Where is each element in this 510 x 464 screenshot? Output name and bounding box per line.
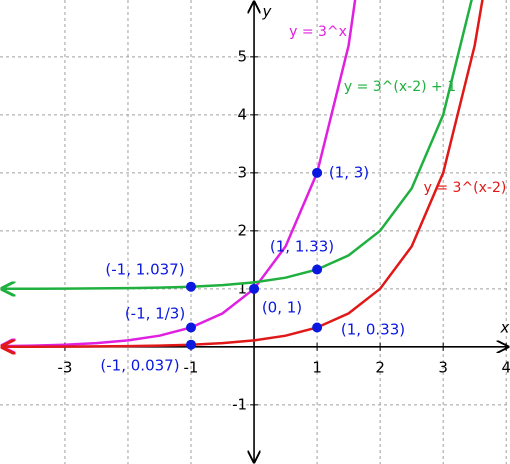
- point-label: (1, 3): [329, 164, 369, 182]
- x-tick-label: 2: [375, 358, 385, 376]
- point-label: (0, 1): [262, 299, 302, 317]
- point: [249, 283, 260, 294]
- x-tick-label: 3: [438, 358, 448, 376]
- y-axis-label: y: [262, 3, 273, 21]
- legend-label: y = 3^(x-2) + 1: [344, 79, 456, 95]
- point: [312, 167, 323, 178]
- legend-label: y = 3^x: [289, 24, 347, 40]
- point-label: (1, 1.33): [270, 238, 334, 256]
- x-tick-label: 4: [501, 358, 510, 376]
- y-tick-label: -1: [232, 395, 247, 413]
- y-tick-label: 3: [238, 163, 248, 181]
- x-axis-label: x: [500, 319, 510, 337]
- legend-label: y = 3^(x-2): [424, 180, 507, 196]
- point: [312, 264, 323, 275]
- point: [312, 322, 323, 333]
- y-tick-label: 5: [238, 47, 248, 65]
- x-tick-label: -1: [184, 358, 199, 376]
- point: [186, 281, 197, 292]
- point-label: (-1, 1/3): [125, 305, 185, 323]
- x-tick-label: 1: [312, 358, 322, 376]
- point-label: (-1, 1.037): [105, 261, 184, 279]
- curve: [2, 0, 484, 347]
- point: [186, 339, 197, 350]
- point: [186, 322, 197, 333]
- y-tick-label: 4: [238, 105, 248, 123]
- y-tick-label: 1: [238, 279, 248, 297]
- point-label: (1, 0.33): [341, 321, 405, 339]
- point-label: (-1, 0.037): [100, 357, 179, 375]
- curve: [2, 0, 473, 289]
- y-tick-label: 2: [238, 221, 248, 239]
- x-tick-label: -3: [57, 358, 72, 376]
